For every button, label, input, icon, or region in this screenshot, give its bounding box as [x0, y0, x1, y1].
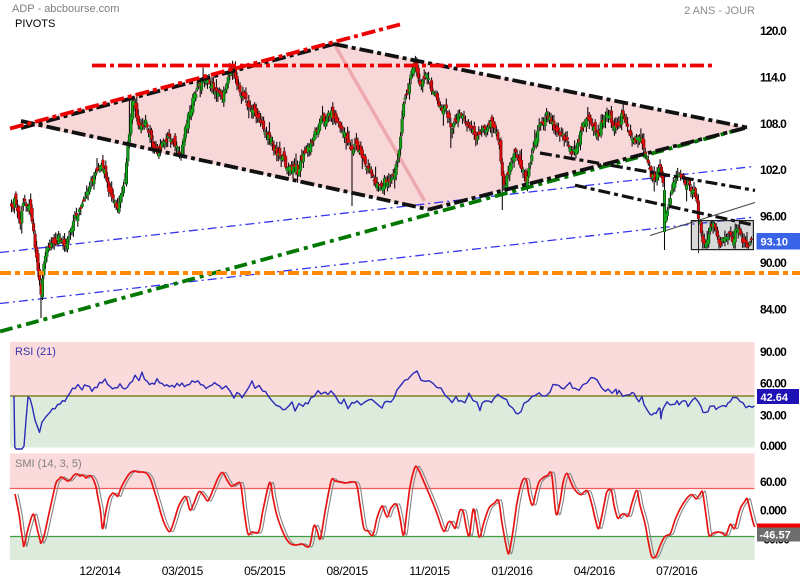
svg-text:60.00: 60.00 [760, 376, 787, 390]
svg-text:42.64: 42.64 [761, 392, 789, 404]
svg-text:11/2015: 11/2015 [409, 564, 450, 578]
svg-text:0.000: 0.000 [760, 439, 787, 453]
svg-text:60.00: 60.00 [760, 475, 787, 489]
svg-text:03/2015: 03/2015 [162, 564, 204, 578]
svg-text:SMI (14, 3, 5): SMI (14, 3, 5) [15, 458, 82, 470]
svg-text:04/2016: 04/2016 [574, 564, 616, 578]
svg-text:01/2016: 01/2016 [491, 564, 533, 578]
svg-text:108.0: 108.0 [760, 117, 787, 131]
svg-text:120.0: 120.0 [760, 24, 787, 38]
svg-text:0.000: 0.000 [760, 503, 787, 517]
svg-text:30.00: 30.00 [760, 409, 787, 423]
svg-text:90.00: 90.00 [760, 256, 787, 270]
svg-text:05/2015: 05/2015 [244, 564, 286, 578]
svg-text:93.10: 93.10 [761, 236, 789, 248]
svg-text:12/2014: 12/2014 [79, 564, 121, 578]
svg-text:114.0: 114.0 [760, 70, 786, 84]
svg-text:84.00: 84.00 [760, 302, 787, 316]
svg-text:96.00: 96.00 [760, 210, 787, 224]
svg-text:ADP - abcbourse.com: ADP - abcbourse.com [12, 3, 119, 15]
svg-text:PIVOTS: PIVOTS [15, 18, 55, 30]
svg-text:90.00: 90.00 [760, 345, 787, 359]
svg-text:-46.57: -46.57 [760, 530, 791, 542]
svg-text:102.0: 102.0 [760, 163, 787, 177]
svg-text:08/2015: 08/2015 [327, 564, 369, 578]
svg-text:RSI (21): RSI (21) [15, 346, 56, 358]
svg-text:07/2016: 07/2016 [656, 564, 698, 578]
svg-text:2 ANS - JOUR: 2 ANS - JOUR [684, 5, 755, 17]
